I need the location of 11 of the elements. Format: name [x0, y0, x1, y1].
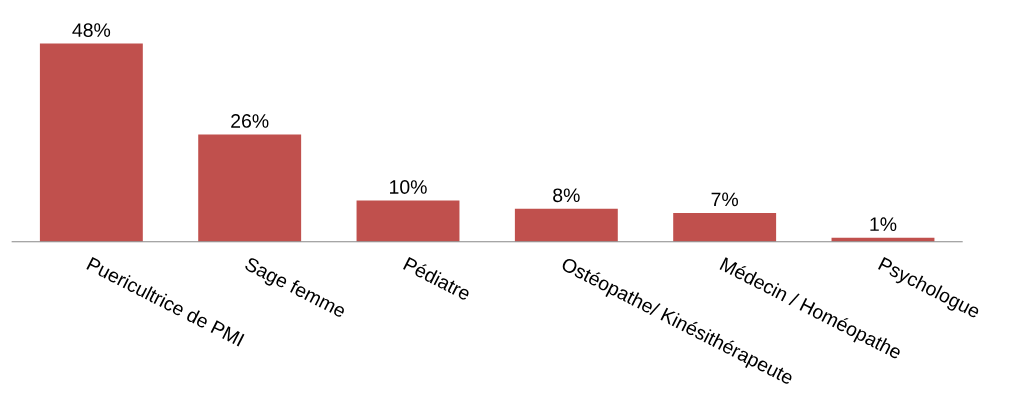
bar	[514, 208, 618, 242]
data-label: 7%	[711, 192, 739, 207]
data-label: 48%	[72, 23, 111, 37]
bar	[673, 212, 777, 242]
data-label: 8%	[553, 188, 580, 203]
data-label: 1%	[870, 217, 897, 231]
bar	[39, 43, 143, 242]
bar	[356, 200, 460, 242]
bar	[198, 134, 302, 242]
data-label: 26%	[231, 114, 269, 128]
data-label: 10%	[390, 180, 427, 194]
